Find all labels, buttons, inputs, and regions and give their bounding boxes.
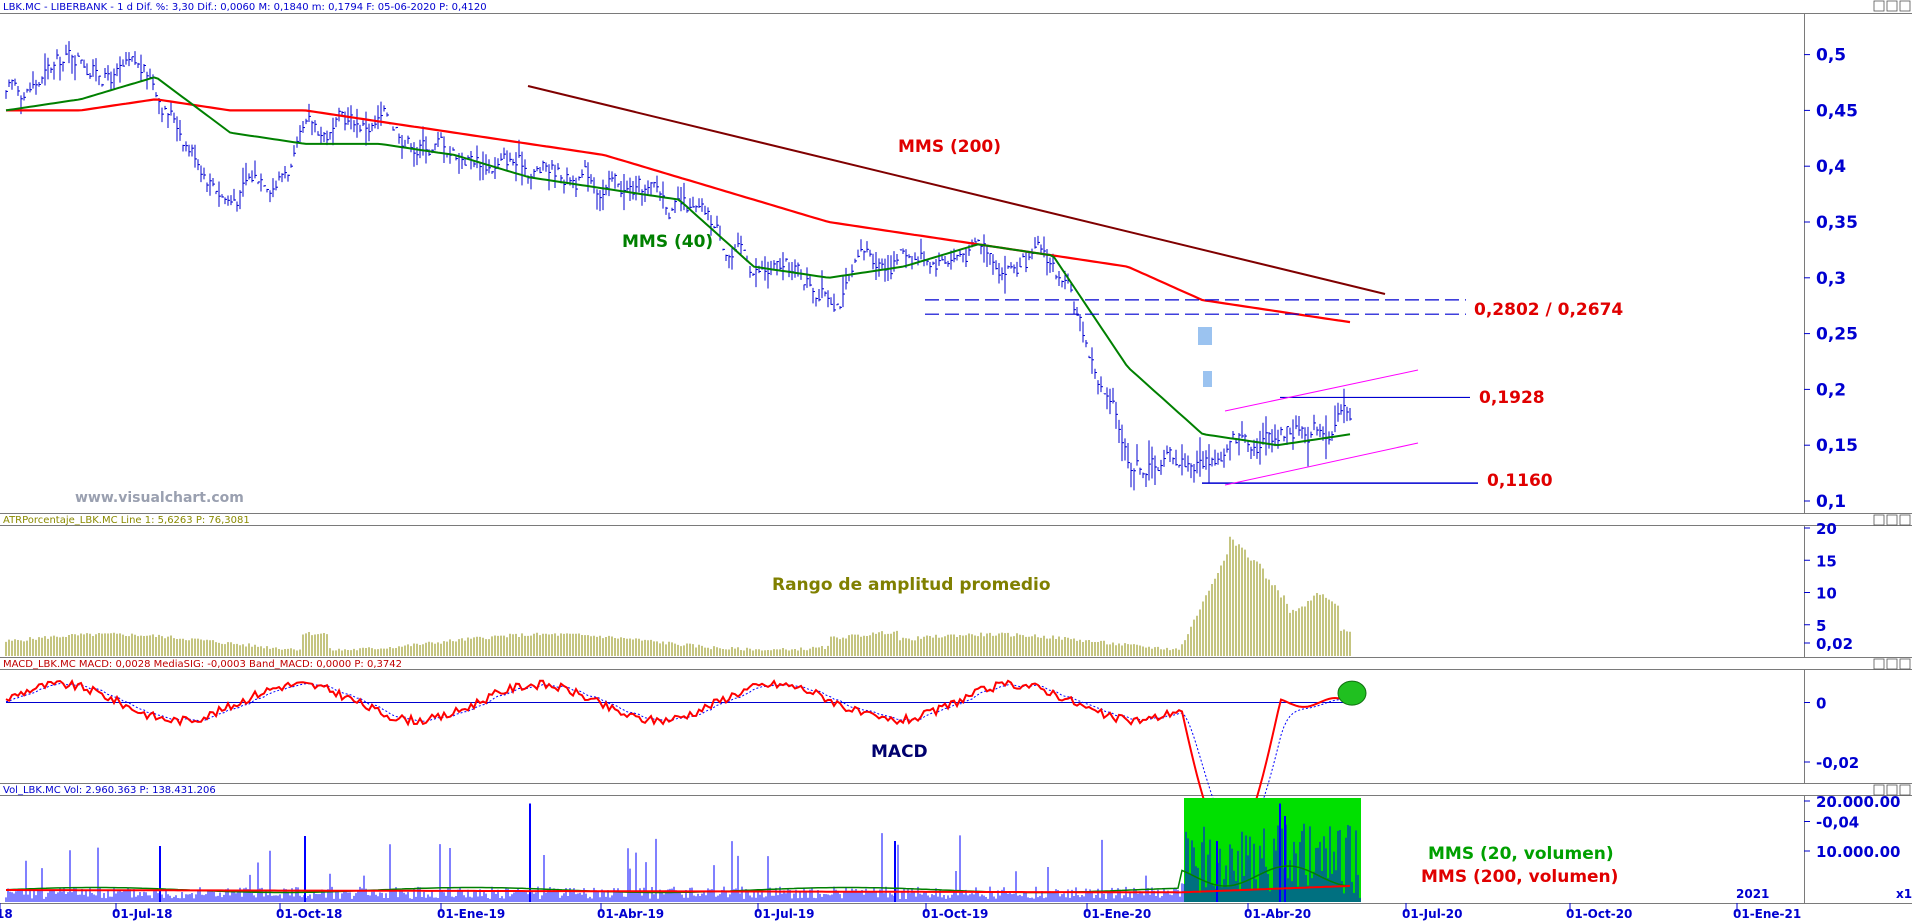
y-tick-label: 0,3 bbox=[1816, 269, 1846, 289]
price-panel bbox=[5, 41, 1478, 491]
macd-cross-marker bbox=[1337, 680, 1367, 706]
x-tick-label: 01-Ene-21 bbox=[1733, 907, 1801, 921]
label-mms40: MMS (40) bbox=[622, 232, 713, 252]
panel-frames bbox=[0, 13, 1912, 904]
y-tick-label: 5 bbox=[1816, 617, 1826, 635]
label-level-0-1160: 0,1160 bbox=[1487, 471, 1553, 491]
y-tick-label: 10.000.00 bbox=[1816, 843, 1900, 861]
y-tick-label: -0,04 bbox=[1816, 814, 1859, 832]
y-tick-label: 0,25 bbox=[1816, 325, 1858, 345]
gap-marker bbox=[1203, 371, 1212, 387]
y-tick-label: 10 bbox=[1816, 585, 1837, 603]
label-vol-mms200: MMS (200, volumen) bbox=[1421, 867, 1618, 887]
y-tick-label: 15 bbox=[1816, 552, 1837, 570]
atr-title: Rango de amplitud promedio bbox=[772, 575, 1051, 595]
watermark: www.visualchart.com bbox=[75, 490, 244, 506]
channel-lower bbox=[1224, 442, 1419, 486]
macd-line bbox=[5, 678, 1351, 847]
downtrend-line bbox=[527, 85, 1386, 295]
maximize-button bbox=[1886, 658, 1898, 670]
y-tick-label: 0,15 bbox=[1816, 436, 1858, 456]
y-tick-label: 0,02 bbox=[1816, 635, 1853, 653]
close-button bbox=[1899, 658, 1911, 670]
volume-panel bbox=[5, 798, 1361, 902]
x-tick-label: 01-Oct-18 bbox=[276, 907, 342, 921]
minimize-button bbox=[1873, 658, 1885, 670]
x-corner-label: x10 bbox=[1896, 887, 1912, 901]
x-tick-label: 01-Oct-19 bbox=[922, 907, 988, 921]
x-tick-label: 01-Abr-20 bbox=[1244, 907, 1311, 921]
y-tick-label: 20 bbox=[1816, 520, 1837, 538]
macd-panel bbox=[5, 678, 1367, 847]
x-year-label: 2021 bbox=[1736, 887, 1769, 901]
price-bars bbox=[5, 41, 1352, 491]
price-header: LBK.MC - LIBERBANK - 1 d Dif. %: 3,30 Di… bbox=[3, 2, 487, 13]
maximize-button bbox=[1886, 0, 1898, 12]
close-button bbox=[1899, 514, 1911, 526]
x-tick-label: 01-Jul-19 bbox=[754, 907, 814, 921]
minimize-button bbox=[1873, 0, 1885, 12]
atr-panel bbox=[5, 536, 1351, 656]
y-tick-label: 0,45 bbox=[1816, 101, 1858, 121]
macd-signal-line bbox=[5, 682, 1351, 839]
macd-header-text: MACD_LBK.MC MACD: 0,0028 MediaSIG: -0,00… bbox=[3, 659, 402, 670]
mms40-line bbox=[5, 76, 1351, 447]
y-tick-label: 0,1 bbox=[1816, 492, 1846, 512]
y-tick-label: -0,02 bbox=[1816, 754, 1859, 772]
minimize-button bbox=[1873, 784, 1885, 796]
gap-marker bbox=[1198, 327, 1212, 345]
mms200-line bbox=[6, 98, 1351, 324]
label-level-0-1928: 0,1928 bbox=[1479, 388, 1545, 408]
label-mms200: MMS (200) bbox=[898, 137, 1001, 157]
y-tick-label: 0 bbox=[1816, 695, 1826, 713]
minimize-button bbox=[1873, 514, 1885, 526]
atr-header-text: ATRPorcentaje_LBK.MC Line 1: 5,6263 P: 7… bbox=[3, 515, 250, 526]
vol-header-text: Vol_LBK.MC Vol: 2.960.363 P: 138.431.206 bbox=[3, 785, 216, 796]
x-tick-label: 01-Jul-18 bbox=[112, 907, 172, 921]
close-button bbox=[1899, 784, 1911, 796]
vol-mms200-line bbox=[6, 884, 1351, 894]
macd-title: MACD bbox=[871, 742, 928, 762]
close-button bbox=[1899, 0, 1911, 12]
y-tick-label: 0,4 bbox=[1816, 157, 1846, 177]
maximize-button bbox=[1886, 784, 1898, 796]
y-axes: 0,5 0,45 0,4 0,35 0,3 0,25 0,2 0,15 0,1 20 15 10 50,… bbox=[1804, 46, 1900, 861]
y-tick-label: 0,2 bbox=[1816, 380, 1846, 400]
maximize-button bbox=[1886, 514, 1898, 526]
label-vol-mms20: MMS (20, volumen) bbox=[1428, 844, 1614, 864]
x-tick-label: 01-Oct-20 bbox=[1566, 907, 1632, 921]
window-controls bbox=[1873, 0, 1911, 796]
x-tick-label: 01-Ene-19 bbox=[437, 907, 505, 921]
y-tick-label: 0,35 bbox=[1816, 213, 1858, 233]
x-tick-label: 01-Jul-20 bbox=[1402, 907, 1462, 921]
x-tick-label: 01-Ene-20 bbox=[1083, 907, 1151, 921]
channel-upper bbox=[1224, 369, 1419, 412]
y-tick-label: 0,5 bbox=[1816, 46, 1846, 66]
x-axis: 18 01-Jul-18 01-Oct-18 01-Ene-19 01-Abr-19 01… bbox=[0, 887, 1912, 921]
x-tick-label: 18 bbox=[0, 907, 13, 921]
label-level-0-2802: 0,2802 / 0,2674 bbox=[1474, 300, 1623, 320]
x-tick-label: 01-Abr-19 bbox=[597, 907, 664, 921]
price-header-text: LBK.MC - LIBERBANK - 1 d Dif. %: 3,30 Di… bbox=[3, 2, 487, 13]
y-tick-label: 20.000.00 bbox=[1816, 793, 1900, 811]
